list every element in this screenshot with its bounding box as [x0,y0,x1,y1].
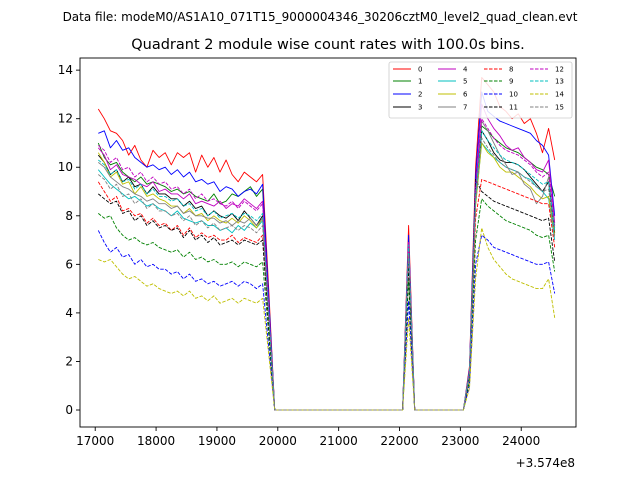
x-offset-label: +3.574e8 [516,456,575,470]
legend-label-2: 2 [418,91,422,99]
x-tick-label: 23000 [441,434,479,448]
legend-label-12: 12 [555,66,564,74]
series-line-9 [98,198,556,411]
series-line-10 [97,230,556,411]
series-layer [97,76,556,411]
legend-label-1: 1 [418,78,422,86]
y-tick-label: 6 [65,257,73,271]
y-tick-label: 2 [65,354,73,368]
legend-label-3: 3 [418,104,422,112]
legend-label-7: 7 [463,104,467,112]
x-tick-label: 18000 [137,434,175,448]
x-tick-label: 21000 [320,434,358,448]
x-tick-label: 24000 [502,434,540,448]
legend-label-5: 5 [463,78,467,86]
legend-label-8: 8 [509,66,513,74]
legend-label-15: 15 [555,104,564,112]
x-axis: 17000 18000 19000 20000 21000 22000 23000 24000 [76,427,540,448]
legend-box [388,61,573,119]
legend-label-9: 9 [509,78,513,86]
x-tick-label: 17000 [76,434,114,448]
y-axis: 0 2 4 6 8 10 12 14 [58,63,80,417]
y-tick-label: 14 [58,63,73,77]
y-tick-label: 4 [65,306,73,320]
series-line-11 [98,178,556,411]
y-tick-label: 8 [65,209,73,223]
plot-frame [79,57,577,428]
chart-title: Quadrant 2 module wise count rates with … [131,37,525,53]
legend-label-14: 14 [555,91,564,99]
x-tick-label: 22000 [380,434,418,448]
x-tick-label: 19000 [198,434,236,448]
series-line-15 [98,137,556,411]
x-tick-label: 20000 [259,434,297,448]
legend-label-4: 4 [463,66,468,74]
legend-label-10: 10 [509,91,518,99]
legend-label-13: 13 [555,78,564,86]
legend-label-0: 0 [418,66,422,74]
legend-label-11: 11 [509,104,518,112]
series-line-8 [97,178,556,411]
legend-label-6: 6 [463,91,468,99]
y-tick-label: 12 [58,112,73,126]
y-tick-label: 10 [58,160,73,174]
y-tick-label: 0 [65,403,73,417]
data-file-header: Data file: modeM0/AS1A10_071T15_90000043… [63,10,578,24]
